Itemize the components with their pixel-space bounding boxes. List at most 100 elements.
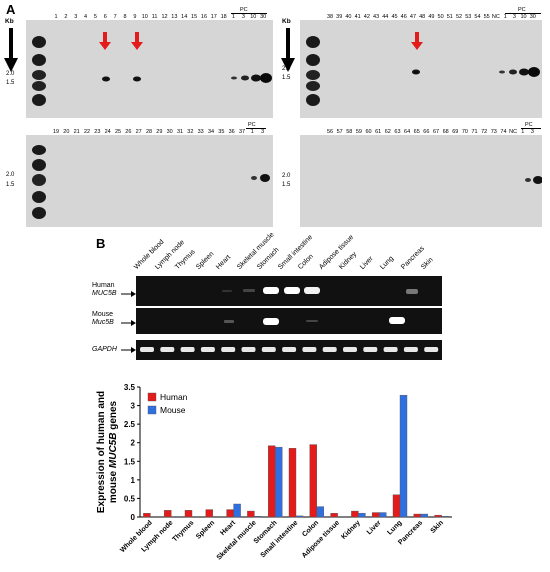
lane-number: 10 [141,14,148,20]
kb-down-arrow-right-icon [281,28,295,72]
lane-number: 42 [363,14,370,20]
lane-number: 1 [232,14,236,20]
x-tick-label: Lung [386,519,403,536]
bar-human [330,513,338,518]
panel-b-label: B [96,236,106,251]
blot-bottom-right-bands [525,176,543,184]
lane-number: 3 [261,129,265,135]
gel-arrow-mouse-icon [121,320,136,326]
lane-number: 27 [135,129,142,135]
lane-number: 52 [455,14,463,20]
lane-number: 46 [400,14,407,20]
lane-number: 47 [409,14,417,20]
lane-number: 48 [419,14,426,20]
gel-mouse-muc5b [136,308,442,334]
y-axis-label-line1: Expression of human and [96,391,107,513]
lane-number: 40 [345,14,352,20]
x-tick-label: Small intestine [260,519,300,559]
gel-label-gapdh: GAPDH [92,346,117,354]
legend-label: Human [160,392,188,402]
marker-1-5-bottom-left: 1.5 [6,182,15,188]
pc-label-top-left: PC [240,7,248,13]
bar-human [392,494,401,518]
lane-number: 8 [123,14,127,20]
marker-2-0-top-left: 2.0 [6,71,15,77]
lane-number: 19 [52,129,60,135]
lane-number: 16 [200,14,208,20]
gel-tissue-label: Liver [358,255,375,271]
pc-bracket-bottom-left [246,128,266,129]
lane-number: 31 [176,129,184,135]
lane-number: 1 [503,14,507,20]
gapdh-band [343,347,357,352]
marker-1-5-bottom-right: 1.5 [282,182,291,188]
lane-number: 9 [133,14,137,20]
lane-number: 53 [465,14,472,20]
marker-1-5-top-left: 1.5 [6,80,15,86]
lane-number: 20 [63,129,70,135]
kb-label-right: Kb [282,18,291,25]
bar-human [309,444,317,518]
gel-label-human: Human MUC5B [92,282,117,298]
lane-number: 23 [94,129,101,135]
lane-number: 58 [346,129,353,135]
gel-mouse-bands [224,317,405,325]
lane-number: 22 [83,129,91,135]
lane-number: 3 [530,129,534,135]
lane-number: 24 [104,129,111,135]
lane-number: 38 [326,14,334,20]
lane-number: 34 [207,129,215,135]
gel-arrow-human-icon [121,291,136,297]
gel-tissue-label: Skin [420,256,435,271]
bar-mouse [295,515,304,518]
gel-tissue-label: Small intestine [276,233,314,271]
lane-number: 21 [73,129,80,135]
bar-human [205,509,214,518]
gapdh-band [383,347,398,352]
lane-number: 45 [391,14,398,20]
lane-number: 5 [93,14,97,20]
lane-number: 54 [474,14,481,20]
lane-number: 61 [375,129,382,135]
gapdh-band [302,347,317,352]
gapdh-band [241,347,256,352]
lane-number: 68 [442,129,449,135]
lane-number: 1 [521,129,525,135]
lane-number: 32 [187,129,194,135]
lane-number: 36 [228,129,235,135]
y-tick-label: 3.5 [124,383,136,392]
lane-number: 4 [84,14,88,20]
bar-mouse [233,503,241,518]
red-arrow-lane-9-icon [131,32,143,50]
blot-top-right-bands [306,36,540,106]
lane-number: 72 [481,129,488,135]
lane-number: 26 [125,129,132,135]
lane-number: NC [509,129,518,135]
blot-bottom-left-bands [32,145,270,219]
x-tick-label: Thymus [171,519,195,543]
lane-number: 12 [161,14,168,20]
red-arrow-lane-6-icon [99,32,111,50]
y-tick-label: 0.5 [124,494,136,503]
y-tick-label: 3 [131,402,136,411]
lane-number: 29 [156,129,163,135]
gapdh-band [261,347,276,352]
gel-label-mouse-gene: Muc5B [92,319,114,326]
red-arrow-lane-47-icon [411,32,423,50]
lane-number: 44 [382,14,389,20]
bar-human [351,510,359,518]
gapdh-band [322,347,337,352]
bar-human [163,510,172,518]
lane-number: 73 [490,129,497,135]
gel-gapdh [136,340,442,360]
bar-mouse [399,394,408,518]
lane-number: 55 [483,14,490,20]
lane-number: 1 [54,14,58,20]
gel-arrow-gapdh-icon [121,347,136,353]
x-tick-label: Colon [301,519,320,538]
bar-human [247,510,255,518]
lane-number: 18 [220,14,227,20]
legend-swatch [147,405,157,415]
gapdh-band [140,347,154,352]
